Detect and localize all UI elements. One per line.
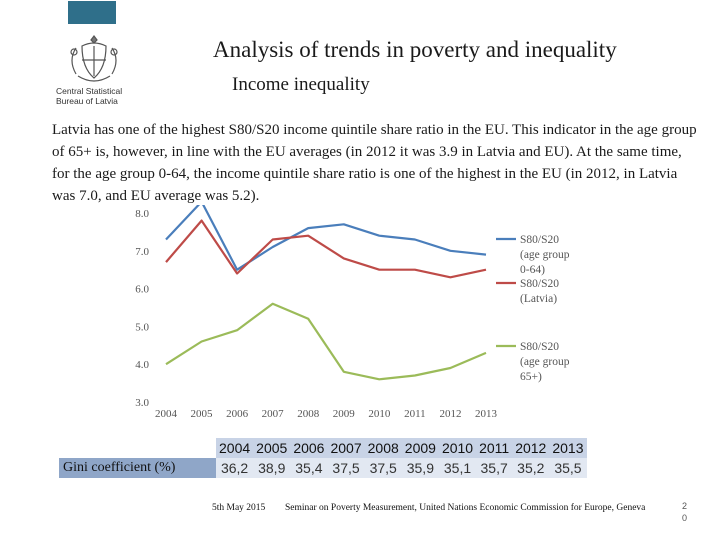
legend-label: (age group xyxy=(520,356,570,368)
s80-s20-line-chart: 3.04.05.06.07.08.0 2004 2005 2006 2007 2008 2… xyxy=(135,205,570,420)
year-cell: 2013 xyxy=(549,438,587,458)
year-cell: 2010 xyxy=(438,438,477,458)
x-tick-label: 2006 xyxy=(226,408,249,420)
chart-legend: S80/S20 (age group 0-64) S80/S20 (Latvia) S80… xyxy=(496,234,570,383)
footer-seminar: Seminar on Poverty Measurement, United N… xyxy=(285,503,646,513)
x-tick-label: 2010 xyxy=(368,408,391,420)
page-subtitle: Income inequality xyxy=(232,74,370,95)
gini-value-cell: 35,1 xyxy=(438,458,477,478)
footer-date: 5th May 2015 xyxy=(212,503,266,513)
page-number-line-1: 2 xyxy=(682,501,688,511)
year-cell: 2012 xyxy=(512,438,550,458)
page-title: Analysis of trends in poverty and inequa… xyxy=(213,37,617,62)
y-tick-label: 7.0 xyxy=(135,246,149,258)
x-tick-label: 2005 xyxy=(191,408,214,420)
legend-label: (age group xyxy=(520,249,570,261)
legend-label: S80/S20 xyxy=(520,278,559,290)
x-axis: 2004 2005 2006 2007 2008 2009 2010 2011 2012 2013 xyxy=(155,408,498,420)
header-accent-box xyxy=(68,1,116,24)
series-line xyxy=(165,302,487,381)
x-tick-label: 2007 xyxy=(262,408,285,420)
organization-name: Central Statistical Bureau of Latvia xyxy=(56,86,136,106)
gini-value-cell: 35,4 xyxy=(290,458,328,478)
gini-row-label: Gini coefficient (%) xyxy=(59,458,216,478)
x-tick-label: 2009 xyxy=(333,408,356,420)
gini-value-cell: 36,2 xyxy=(216,458,254,478)
page-number: 2 0 xyxy=(682,500,687,524)
year-cell: 2007 xyxy=(327,438,365,458)
table-row-values: Gini coefficient (%) 36,2 38,9 35,4 37,5… xyxy=(59,458,587,478)
y-axis: 3.0 4.0 5.0 6.0 7.0 8.0 xyxy=(135,208,149,409)
gini-value-cell: 37,5 xyxy=(327,458,365,478)
y-tick-label: 5.0 xyxy=(135,321,149,333)
gini-value-cell: 37,5 xyxy=(364,458,402,478)
organization-name-line-2: Bureau of Latvia xyxy=(56,96,118,106)
x-tick-label: 2013 xyxy=(475,408,498,420)
gini-value-cell: 35,5 xyxy=(549,458,587,478)
y-tick-label: 3.0 xyxy=(135,397,149,409)
gini-value-cell: 35,9 xyxy=(401,458,439,478)
year-cell: 2009 xyxy=(401,438,439,458)
series-line xyxy=(165,205,487,271)
table-row-years: 2004 2005 2006 2007 2008 2009 2010 2011 … xyxy=(59,438,587,458)
gini-coefficient-table: 2004 2005 2006 2007 2008 2009 2010 2011 … xyxy=(59,438,587,478)
year-cell: 2004 xyxy=(216,438,254,458)
year-cell: 2005 xyxy=(253,438,291,458)
x-tick-label: 2004 xyxy=(155,408,178,420)
x-tick-label: 2012 xyxy=(439,408,461,420)
year-cell: 2008 xyxy=(364,438,402,458)
legend-label: (Latvia) xyxy=(520,293,557,305)
legend-label: 65+) xyxy=(520,371,542,383)
table-corner-cell xyxy=(59,438,216,458)
x-tick-label: 2011 xyxy=(404,408,426,420)
series-line xyxy=(165,219,487,279)
chart-series xyxy=(165,205,487,381)
x-tick-label: 2008 xyxy=(297,408,320,420)
y-tick-label: 6.0 xyxy=(135,284,149,296)
year-cell: 2011 xyxy=(476,438,513,458)
legend-label: S80/S20 xyxy=(520,234,559,246)
latvia-coat-of-arms-icon xyxy=(70,35,118,82)
legend-label: 0-64) xyxy=(520,264,545,276)
year-cell: 2006 xyxy=(290,438,328,458)
gini-value-cell: 35,2 xyxy=(512,458,550,478)
body-paragraph: Latvia has one of the highest S80/S20 in… xyxy=(52,122,697,204)
page-number-line-2: 0 xyxy=(682,513,688,523)
gini-value-cell: 38,9 xyxy=(253,458,291,478)
legend-label: S80/S20 xyxy=(520,341,559,353)
organization-name-line-1: Central Statistical xyxy=(56,86,123,96)
y-tick-label: 4.0 xyxy=(135,359,149,371)
gini-value-cell: 35,7 xyxy=(476,458,513,478)
y-tick-label: 8.0 xyxy=(135,208,149,220)
